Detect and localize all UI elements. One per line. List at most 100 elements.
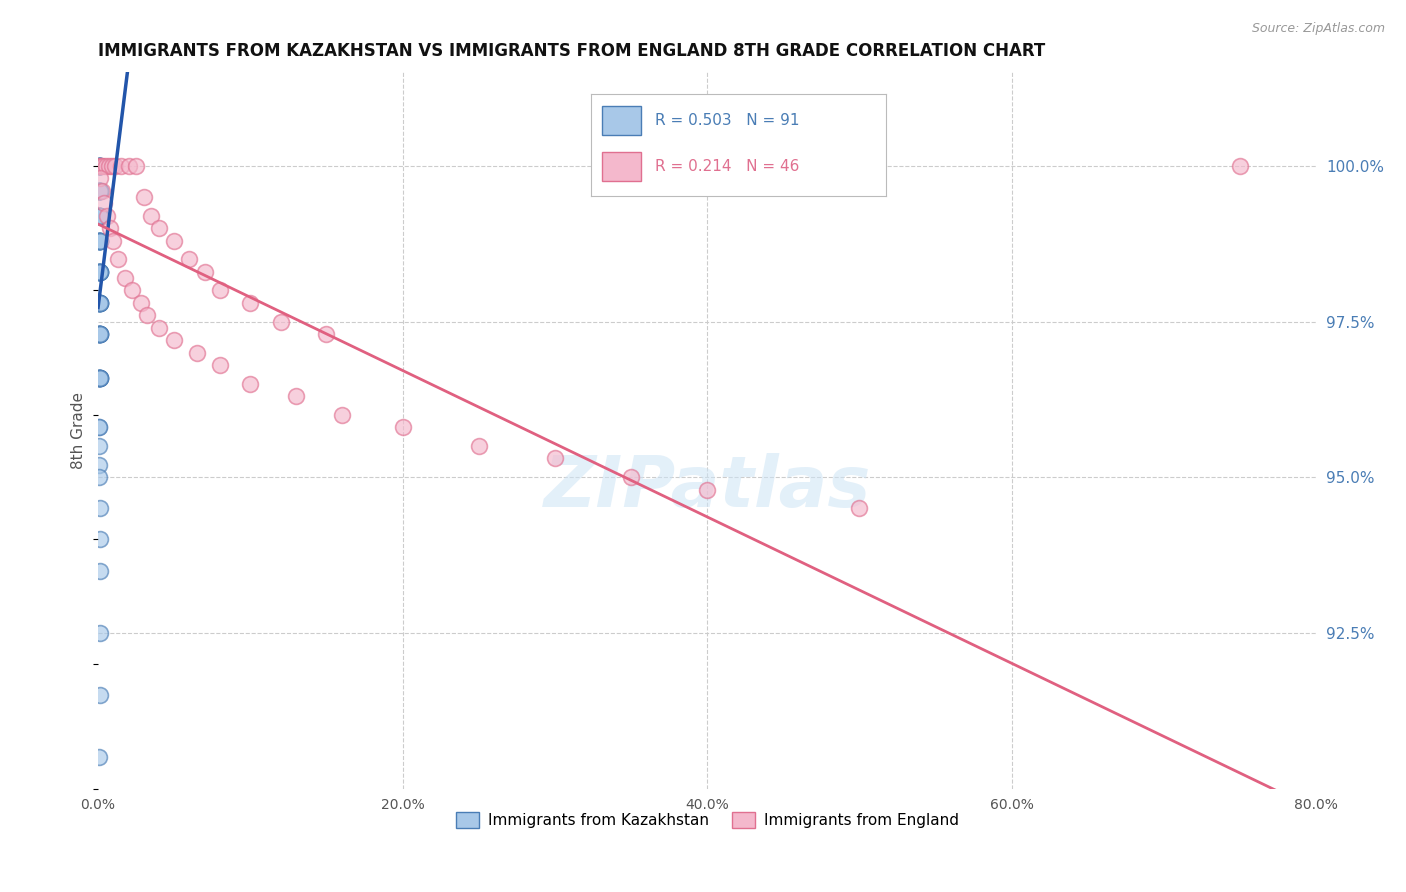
Point [114,271,136,285]
Point [125,159,148,173]
Point [315,326,337,341]
Point [89,234,111,248]
Point [89,370,111,384]
Point [89,265,111,279]
Text: Source: ZipAtlas.com: Source: ZipAtlas.com [1251,22,1385,36]
Point [848,501,870,516]
Point [89,184,111,198]
Point [89,184,111,198]
Point [98,221,121,235]
Point [100,159,122,173]
Point [89,295,111,310]
Point [89,265,111,279]
Point [110,159,132,173]
Point [87,159,110,173]
Point [89,184,111,198]
Text: ZIPatlas: ZIPatlas [544,453,870,522]
Point [89,370,111,384]
Point [620,470,643,484]
Point [89,184,111,198]
Point [239,295,262,310]
Point [208,358,231,372]
Text: R = 0.214   N = 46: R = 0.214 N = 46 [655,159,800,174]
Point [285,389,308,403]
Point [194,265,217,279]
Point [544,451,567,466]
Point [89,159,111,173]
Point [87,265,110,279]
Point [89,688,111,702]
Point [89,209,111,223]
Point [89,159,111,173]
Point [186,345,208,359]
Point [89,184,111,198]
Point [93,196,115,211]
Point [87,326,110,341]
Point [87,439,110,453]
Point [89,326,111,341]
Point [89,209,111,223]
Point [89,370,111,384]
Point [89,159,111,173]
Y-axis label: 8th Grade: 8th Grade [72,392,86,469]
Point [89,295,111,310]
Point [89,209,111,223]
Point [89,326,111,341]
Point [87,209,110,223]
Point [87,234,110,248]
Point [89,159,111,173]
Bar [602,106,641,135]
Point [89,625,111,640]
Point [87,295,110,310]
Point [87,326,110,341]
Point [87,326,110,341]
Point [89,295,111,310]
Point [89,159,111,173]
Point [89,295,111,310]
Point [89,209,111,223]
Point [89,159,111,173]
Point [148,221,170,235]
Point [163,234,186,248]
Point [87,370,110,384]
Legend: Immigrants from Kazakhstan, Immigrants from England: Immigrants from Kazakhstan, Immigrants f… [450,806,965,835]
Point [89,265,111,279]
Text: R = 0.503   N = 91: R = 0.503 N = 91 [655,112,800,128]
Point [89,326,111,341]
Point [87,370,110,384]
Point [87,159,110,173]
Point [89,370,111,384]
Point [89,564,111,578]
Point [87,370,110,384]
Point [330,408,353,422]
Point [87,209,110,223]
Point [91,159,114,173]
Point [89,326,111,341]
Point [89,159,111,173]
Point [87,234,110,248]
Point [89,265,111,279]
Point [87,750,110,764]
Point [89,234,111,248]
Point [89,326,111,341]
Point [89,209,111,223]
Point [94,159,117,173]
Point [89,234,111,248]
Bar [602,153,641,181]
Point [239,376,262,391]
Point [89,370,111,384]
Point [89,184,111,198]
Point [87,209,110,223]
Point [117,159,139,173]
Point [89,458,111,472]
Point [87,265,110,279]
Point [163,333,186,347]
Point [89,326,111,341]
Point [89,370,111,384]
Point [179,252,201,267]
Point [135,308,157,322]
Point [87,184,110,198]
Point [87,420,110,434]
Point [89,234,111,248]
Point [1229,159,1251,173]
